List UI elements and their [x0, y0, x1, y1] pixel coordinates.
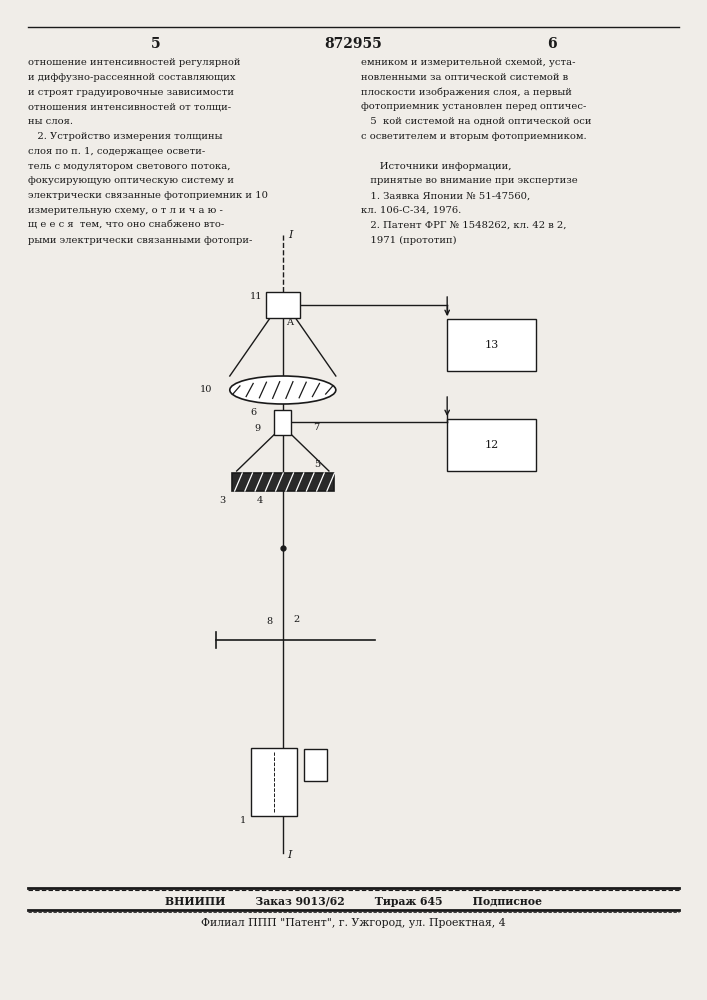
Text: фокусирующую оптическую систему и: фокусирующую оптическую систему и	[28, 176, 234, 185]
Ellipse shape	[230, 376, 336, 404]
Text: 2: 2	[293, 615, 300, 624]
Text: новленными за оптической системой в: новленными за оптической системой в	[361, 73, 568, 82]
Text: слоя по п. 1, содержащее освети-: слоя по п. 1, содержащее освети-	[28, 147, 206, 156]
Bar	[232, 473, 334, 491]
Text: ВНИИПИ        Заказ 9013/62        Тираж 645        Подписное: ВНИИПИ Заказ 9013/62 Тираж 645 Подписное	[165, 896, 542, 907]
Text: 12: 12	[484, 440, 498, 450]
Text: 5: 5	[314, 460, 320, 469]
Text: щ е е с я  тем, что оно снабжено вто-: щ е е с я тем, что оно снабжено вто-	[28, 221, 225, 230]
Text: 8: 8	[266, 617, 272, 626]
Text: принятые во внимание при экспертизе: принятые во внимание при экспертизе	[361, 176, 578, 185]
Text: 9: 9	[254, 424, 260, 433]
Text: фотоприемник установлен перед оптичес-: фотоприемник установлен перед оптичес-	[361, 102, 586, 111]
Text: Источники информации,: Источники информации,	[361, 162, 511, 171]
Text: 1: 1	[240, 816, 246, 825]
Text: кл. 106-С-34, 1976.: кл. 106-С-34, 1976.	[361, 206, 461, 215]
Text: A: A	[286, 318, 293, 327]
Text: 10: 10	[199, 385, 212, 394]
Text: рыми электрически связанными фотопри-: рыми электрически связанными фотопри-	[28, 236, 252, 245]
Text: 6: 6	[250, 408, 257, 417]
Text: I: I	[287, 850, 291, 860]
Text: 11: 11	[250, 292, 262, 301]
Text: 2. Устройство измерения толщины: 2. Устройство измерения толщины	[28, 132, 223, 141]
Text: 1971 (прототип): 1971 (прототип)	[361, 236, 456, 245]
Text: 4: 4	[257, 496, 264, 505]
Bar	[266, 292, 300, 318]
Text: I: I	[288, 230, 293, 240]
Text: 2. Патент ФРГ № 1548262, кл. 42 в 2,: 2. Патент ФРГ № 1548262, кл. 42 в 2,	[361, 221, 566, 230]
Text: 5: 5	[151, 37, 160, 51]
Text: тель с модулятором светового потока,: тель с модулятором светового потока,	[28, 162, 230, 171]
Text: и строят градуировочные зависимости: и строят градуировочные зависимости	[28, 88, 234, 97]
Bar	[274, 410, 291, 434]
Text: 5  кой системой на одной оптической оси: 5 кой системой на одной оптической оси	[361, 117, 591, 126]
Text: 3: 3	[220, 496, 226, 505]
Bar	[447, 419, 536, 471]
Text: 872955: 872955	[325, 37, 382, 51]
Text: 13: 13	[484, 340, 498, 350]
Text: и диффузно-рассеянной составляющих: и диффузно-рассеянной составляющих	[28, 73, 235, 82]
Text: отношение интенсивностей регулярной: отношение интенсивностей регулярной	[28, 58, 241, 67]
Bar	[252, 748, 298, 816]
Text: ны слоя.: ны слоя.	[28, 117, 74, 126]
Text: электрически связанные фотоприемник и 10: электрически связанные фотоприемник и 10	[28, 191, 268, 200]
Text: отношения интенсивностей от толщи-: отношения интенсивностей от толщи-	[28, 102, 231, 111]
Text: плоскости изображения слоя, а первый: плоскости изображения слоя, а первый	[361, 88, 571, 97]
Text: Филиал ППП "Патент", г. Ужгород, ул. Проектная, 4: Филиал ППП "Патент", г. Ужгород, ул. Про…	[201, 918, 506, 928]
Text: с осветителем и вторым фотоприемником.: с осветителем и вторым фотоприемником.	[361, 132, 586, 141]
Bar	[304, 749, 327, 781]
Text: емником и измерительной схемой, уста-: емником и измерительной схемой, уста-	[361, 58, 575, 67]
Text: 1. Заявка Японии № 51-47560,: 1. Заявка Японии № 51-47560,	[361, 191, 530, 200]
Text: измерительную схему, о т л и ч а ю -: измерительную схему, о т л и ч а ю -	[28, 206, 223, 215]
Bar	[447, 319, 536, 371]
Text: 7: 7	[313, 423, 320, 432]
Text: 6: 6	[547, 37, 556, 51]
